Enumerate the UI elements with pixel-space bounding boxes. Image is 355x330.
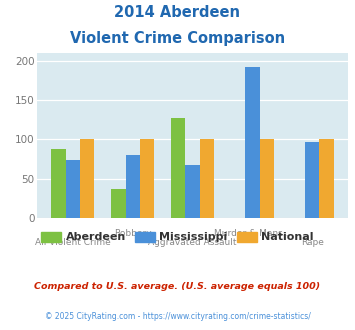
Bar [260, 139, 274, 218]
Text: Violent Crime Comparison: Violent Crime Comparison [70, 31, 285, 46]
Text: 2014 Aberdeen: 2014 Aberdeen [115, 5, 240, 20]
Text: Rape: Rape [301, 238, 324, 247]
Bar [126, 155, 140, 218]
Text: Aggravated Assault: Aggravated Assault [148, 238, 237, 247]
Text: Compared to U.S. average. (U.S. average equals 100): Compared to U.S. average. (U.S. average … [34, 282, 321, 291]
Bar [200, 139, 214, 218]
Text: All Violent Crime: All Violent Crime [35, 238, 111, 247]
Text: Robbery: Robbery [114, 229, 152, 238]
Bar [80, 139, 94, 218]
Bar [140, 139, 154, 218]
Bar [66, 160, 80, 218]
Bar [51, 148, 66, 218]
Text: © 2025 CityRating.com - https://www.cityrating.com/crime-statistics/: © 2025 CityRating.com - https://www.city… [45, 312, 310, 321]
Text: Murder & Mans...: Murder & Mans... [214, 229, 291, 238]
Bar [305, 142, 320, 218]
Bar [320, 139, 334, 218]
Bar [245, 67, 260, 218]
Bar [111, 189, 126, 218]
Legend: Aberdeen, Mississippi, National: Aberdeen, Mississippi, National [37, 227, 318, 247]
Bar [171, 118, 185, 218]
Bar [185, 165, 200, 218]
